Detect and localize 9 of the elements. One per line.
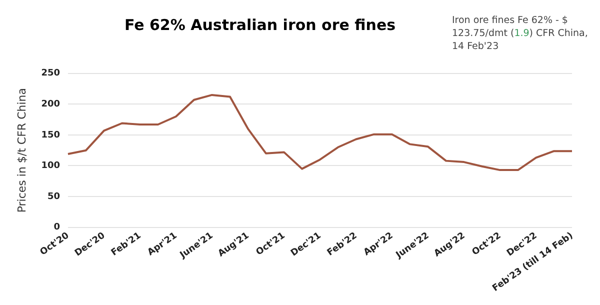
y-tick-label: 250 [41,68,60,79]
y-tick-label: 50 [47,192,60,202]
y-tick-label: 0 [54,222,60,233]
chart-title: Fe 62% Australian iron ore fines [123,15,397,34]
y-tick-label: 200 [41,100,60,110]
y-tick-label: 150 [41,130,60,140]
y-axis-title: Prices in $/t CFR China [15,88,28,213]
text: Iron ore fines Fe 62% - $ 123.75/dmt (1.9) CFR China, 14 Feb'23 [452,15,588,52]
y-tick-label: 100 [41,161,60,172]
